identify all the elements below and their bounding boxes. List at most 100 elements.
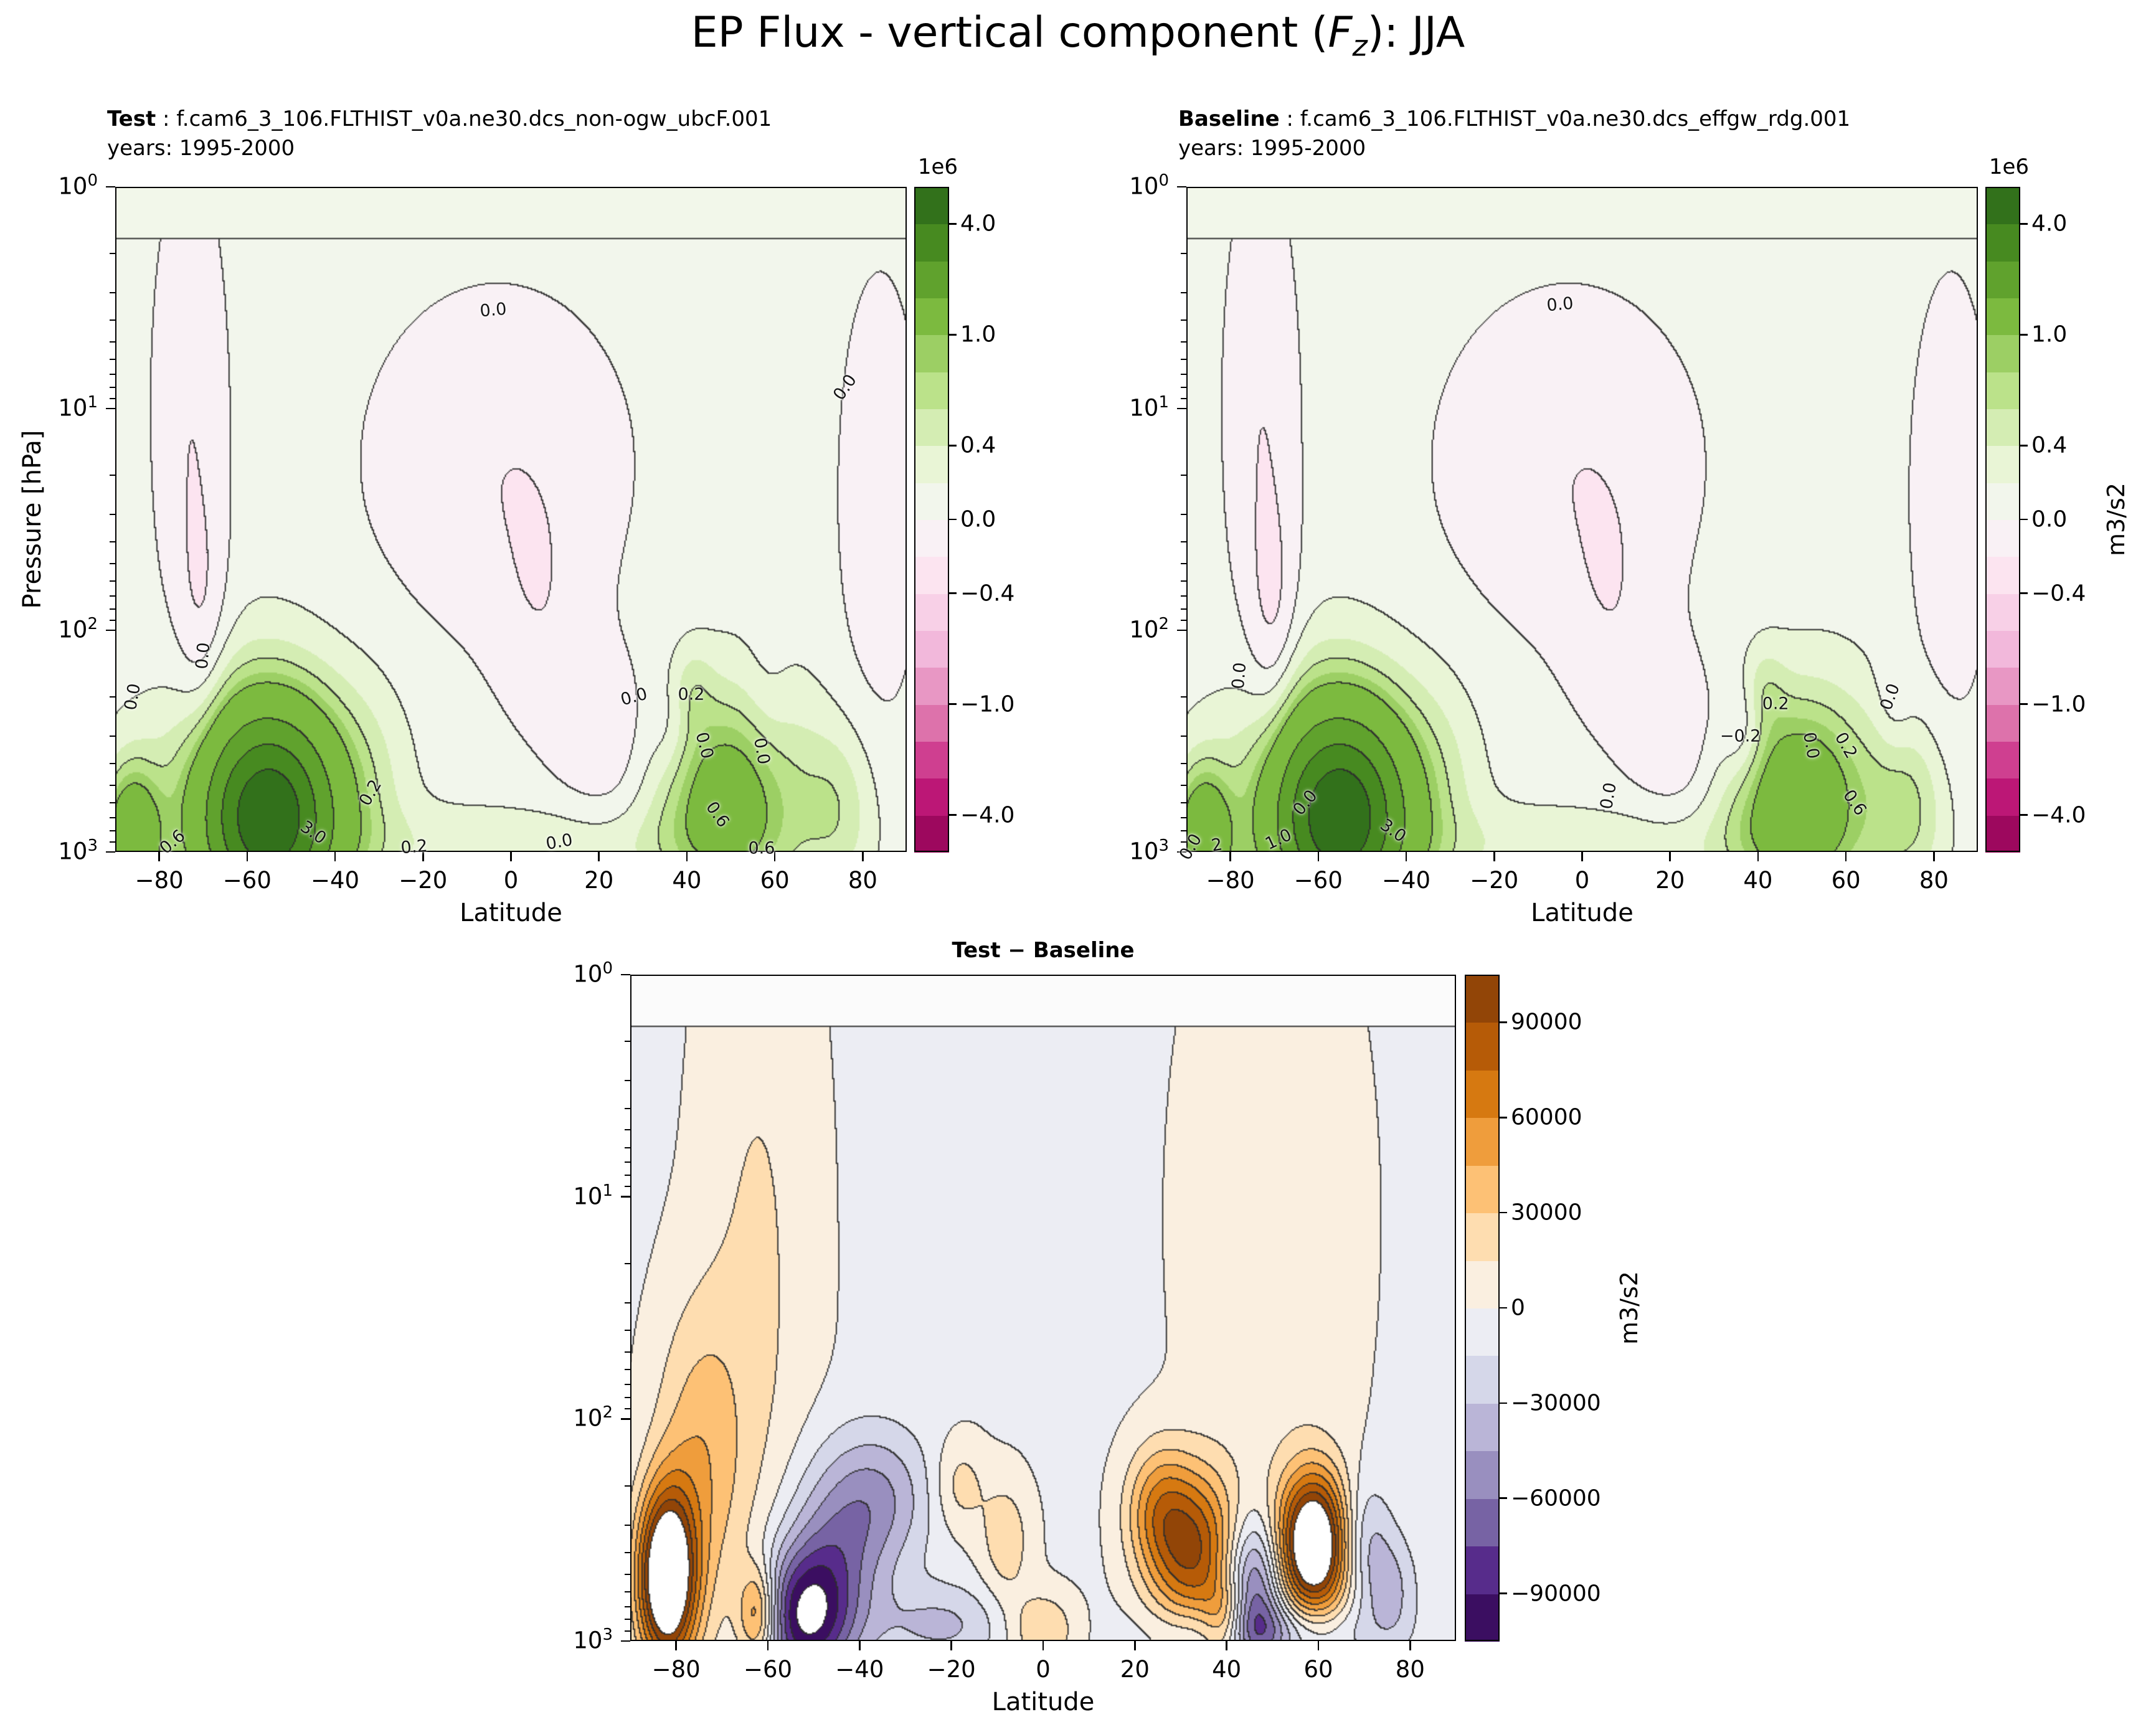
baseline-colorbar-segment [1985,741,2020,779]
diff-y-tick-exponent: 1 [602,1181,613,1200]
baseline-x-tickmark [1669,852,1671,861]
diff-y-tickmark [621,1196,630,1198]
test-title-bold: Test [107,106,156,131]
diff-y-minor-tickmark [625,1175,630,1176]
diff-colorbar-tickmark [1500,1021,1507,1023]
test-y-tick-base: 10 [58,394,88,422]
test-colorbar-tick-label: −0.4 [960,580,1015,607]
test-x-tickmark [598,852,600,861]
test-y-tick-exponent: 3 [87,836,98,856]
baseline-colorbar-segment [1985,667,2020,705]
baseline-colorbar-segment [1985,482,2020,520]
diff-x-tickmark [1134,1641,1136,1650]
baseline-x-tick-label: −80 [1206,867,1255,894]
test-y-minor-tickmark [110,830,115,831]
baseline-y-minor-tickmark [1181,373,1186,375]
diff-y-minor-tickmark [625,1263,630,1265]
test-colorbar-segment [914,371,949,409]
test-contour-label: 0.0 [479,299,508,321]
baseline-title-rest: : f.cam6_3_106.FLTHIST_v0a.ne30.dcs_effg… [1279,106,1851,131]
test-y-tick-exponent: 2 [87,615,98,634]
figure-title-pre: EP Flux - vertical component ( [691,8,1328,57]
baseline-colorbar-segment [1985,445,2020,483]
baseline-colorbar-segment [1985,187,2020,225]
test-y-minor-tickmark [110,595,115,597]
test-colorbar-segment [914,519,949,557]
test-y-minor-tickmark [110,386,115,388]
baseline-x-tickmark [1933,852,1935,861]
test-colorbar-tickmark [949,223,957,225]
baseline-colorbar-segment [1985,334,2020,372]
baseline-colorbar-segment [1985,298,2020,336]
test-y-tick-exponent: 0 [87,171,98,191]
baseline-y-minor-tickmark [1181,386,1186,388]
diff-y-minor-tickmark [625,1129,630,1131]
test-x-tick-label: 0 [503,867,519,894]
baseline-contour-label: −0.2 [1719,726,1761,746]
test-colorbar-tick-label: −4.0 [960,802,1015,828]
diff-y-minor-tickmark [625,1147,630,1148]
diff-colorbar-segment [1465,1308,1500,1356]
test-contour-plot [115,187,907,852]
baseline-x-tick-label: 0 [1574,867,1590,894]
baseline-y-tick-label: 103 [1089,836,1169,864]
baseline-colorbar-segment [1985,224,2020,262]
diff-x-tick-label: −80 [651,1656,701,1683]
test-colorbar-tickmark [949,814,957,816]
baseline-title-years: years: 1995-2000 [1178,136,1366,161]
figure-title-post: ): JJA [1367,8,1465,57]
diff-panel-title: Test − Baseline [952,938,1135,963]
test-x-tickmark [686,852,688,861]
test-title-rest: : f.cam6_3_106.FLTHIST_v0a.ne30.dcs_non-… [156,106,772,131]
test-x-tick-label: 80 [848,867,877,894]
diff-colorbar-tick-label: 60000 [1511,1104,1582,1130]
diff-x-tickmark [1317,1641,1320,1650]
figure-title-symbol: F [1328,8,1353,57]
test-colorbar-tick-label: 4.0 [960,211,996,237]
baseline-y-minor-tickmark [1181,784,1186,786]
baseline-x-tickmark [1845,852,1847,861]
baseline-y-minor-tickmark [1181,513,1186,515]
test-x-tick-label: 40 [672,867,702,894]
baseline-colorbar-tickmark [2020,814,2028,816]
diff-y-minor-tickmark [625,1041,630,1043]
test-colorbar-segment [914,778,949,816]
baseline-colorbar-tick-label: −0.4 [2031,580,2086,607]
baseline-x-tick-label: 40 [1743,867,1773,894]
diff-y-tick-base: 10 [573,1183,603,1210]
baseline-x-tick-label: 60 [1831,867,1861,894]
test-contour-label: 0.6 [748,838,775,858]
test-y-minor-tickmark [110,397,115,399]
baseline-y-minor-tickmark [1181,580,1186,582]
baseline-y-minor-tickmark [1181,541,1186,543]
diff-colorbar-tick-label: 0 [1511,1295,1525,1321]
diff-y-tick-base: 10 [573,960,603,988]
diff-colorbar-units-label: m3/s2 [1615,1271,1643,1345]
baseline-y-tick-base: 10 [1129,394,1159,422]
test-y-tickmark [106,851,115,853]
test-x-tick-label: −60 [222,867,272,894]
baseline-x-axis-label: Latitude [1531,899,1634,927]
diff-x-tick-label: 40 [1212,1656,1242,1683]
test-colorbar-segment [914,667,949,705]
baseline-y-minor-tickmark [1181,816,1186,818]
baseline-colorbar-tick-label: 0.4 [2031,432,2068,458]
test-x-tick-label: 60 [760,867,790,894]
diff-colorbar-tick-label: −60000 [1511,1485,1601,1511]
baseline-colorbar-segment [1985,704,2020,742]
diff-colorbar-segment [1465,1260,1500,1308]
diff-y-minor-tickmark [625,1351,630,1353]
test-y-minor-tickmark [110,291,115,293]
baseline-colorbar-tick-label: −1.0 [2031,691,2086,717]
diff-y-tick-base: 10 [573,1404,603,1432]
diff-colorbar-tickmark [1500,1307,1507,1309]
test-y-minor-tickmark [110,816,115,818]
diff-y-tick-label: 103 [533,1625,613,1653]
baseline-colorbar-segment [1985,815,2020,853]
diff-y-minor-tickmark [625,1161,630,1163]
diff-x-tick-label: 80 [1395,1656,1425,1683]
test-x-tickmark [862,852,864,861]
test-colorbar-segment [914,187,949,225]
diff-x-tick-label: 0 [1036,1656,1051,1683]
